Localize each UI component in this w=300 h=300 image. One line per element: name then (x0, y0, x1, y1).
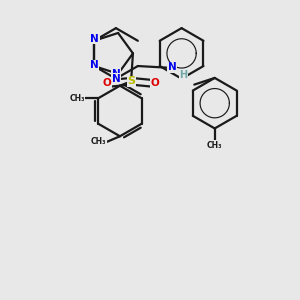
Text: N: N (112, 74, 120, 84)
Text: N: N (90, 34, 99, 44)
Text: S: S (127, 76, 135, 86)
Text: N: N (90, 60, 98, 70)
Text: H: H (179, 70, 187, 80)
Text: N: N (168, 62, 176, 72)
Text: O: O (103, 78, 112, 88)
Text: CH₃: CH₃ (207, 141, 223, 150)
Text: CH₃: CH₃ (69, 94, 85, 103)
Text: O: O (151, 78, 159, 88)
Text: N: N (112, 69, 121, 79)
Text: CH₃: CH₃ (91, 137, 106, 146)
